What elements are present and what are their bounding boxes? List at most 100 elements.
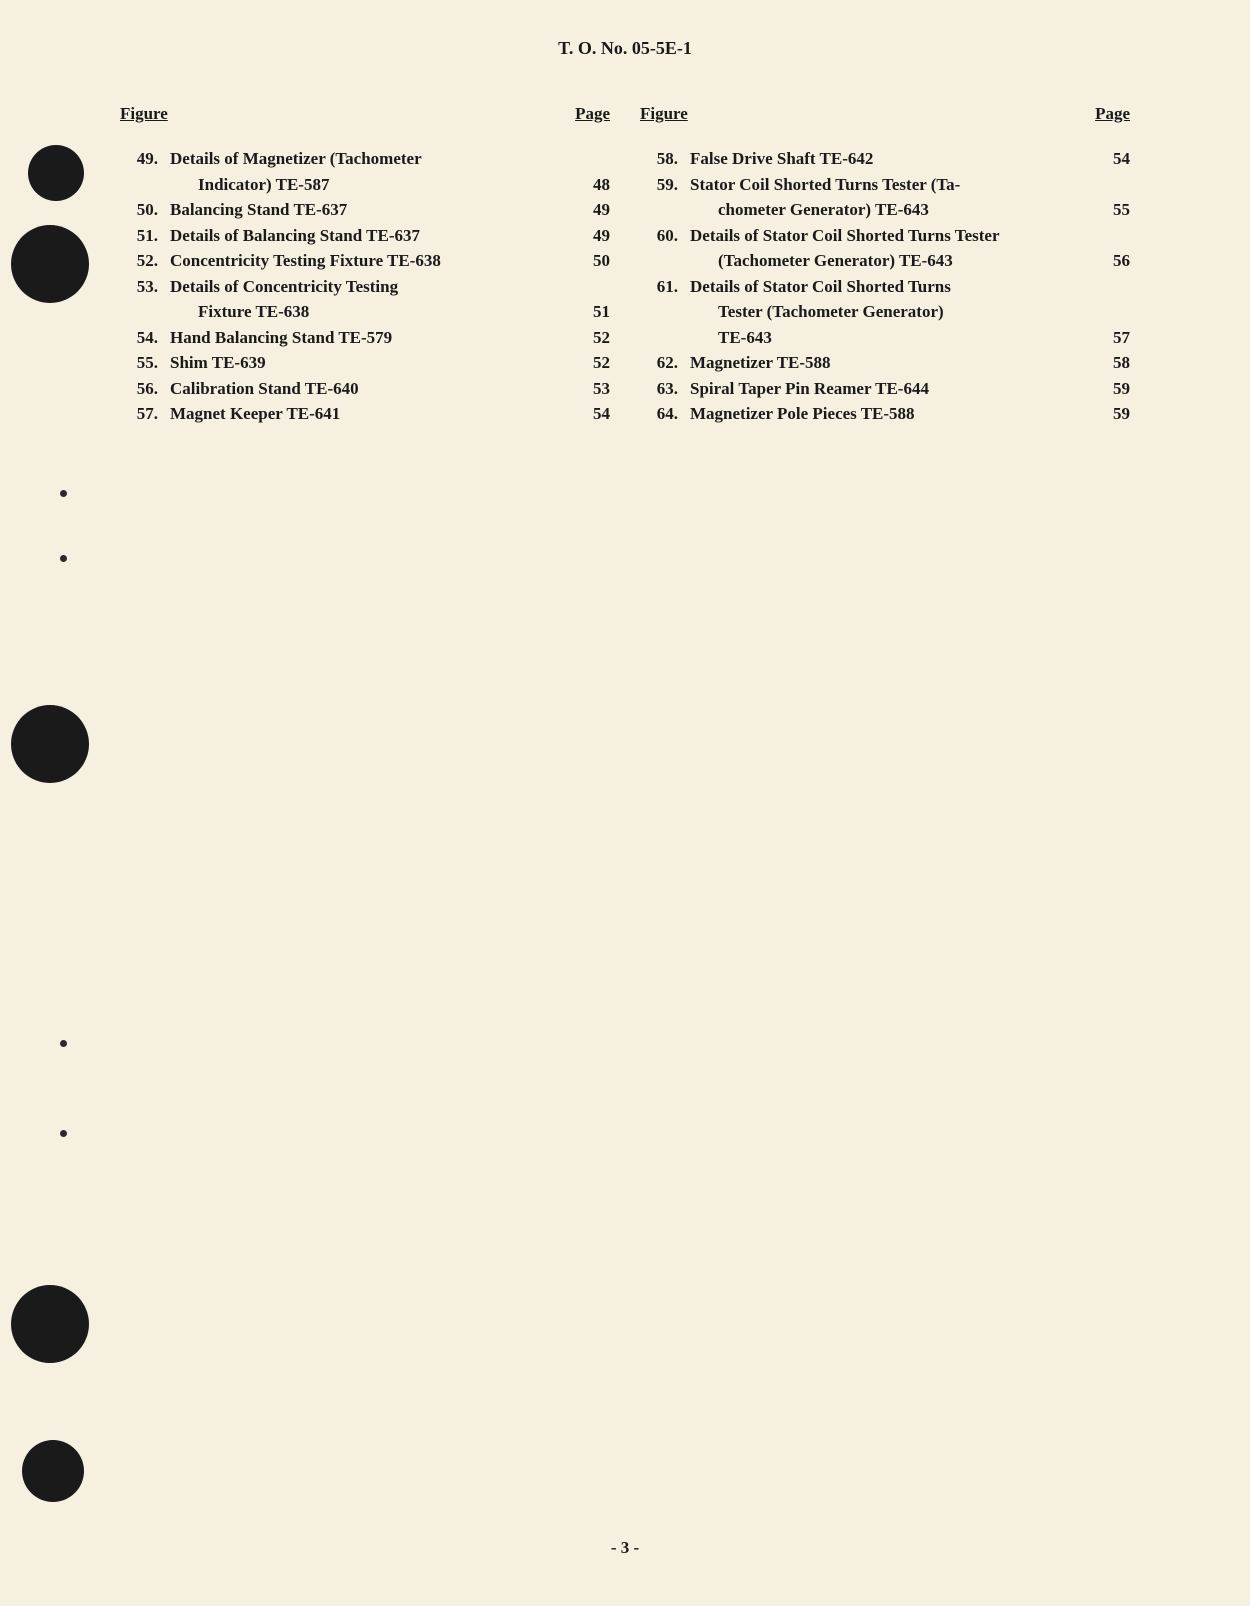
entry-number: 49. [120, 146, 170, 172]
entry-number: 50. [120, 197, 170, 223]
entry-title: TE-643 [690, 325, 1090, 351]
entry-page: 58 [1090, 350, 1130, 376]
left-column: Figure Page 49.Details of Magnetizer (Ta… [120, 104, 610, 427]
entry-page: 52 [570, 350, 610, 376]
entry-number: 51. [120, 223, 170, 249]
entry-page: 56 [1090, 248, 1130, 274]
right-column-headers: Figure Page [640, 104, 1130, 124]
entry-number: 56. [120, 376, 170, 402]
punch-hole-icon [11, 705, 89, 783]
figure-entry: 59.Stator Coil Shorted Turns Tester (Ta- [640, 172, 1130, 198]
entry-page [1090, 223, 1130, 249]
figure-entry: 61.Details of Stator Coil Shorted Turns [640, 274, 1130, 300]
figure-entry: 51.Details of Balancing Stand TE-63749 [120, 223, 610, 249]
document-header: T. O. No. 05-5E-1 [120, 38, 1130, 59]
page-header: Page [1095, 104, 1130, 124]
entry-title: Details of Stator Coil Shorted Turns [690, 274, 1090, 300]
entry-number: 55. [120, 350, 170, 376]
entry-number: 61. [640, 274, 690, 300]
figure-entry: 54.Hand Balancing Stand TE-57952 [120, 325, 610, 351]
entry-page [1090, 299, 1130, 325]
entry-number [640, 325, 690, 351]
entry-page: 55 [1090, 197, 1130, 223]
entry-number: 60. [640, 223, 690, 249]
entry-page: 50 [570, 248, 610, 274]
artifact-dot-icon [60, 1040, 67, 1047]
figure-entry: 62.Magnetizer TE-58858 [640, 350, 1130, 376]
entry-page: 59 [1090, 376, 1130, 402]
entry-page: 59 [1090, 401, 1130, 427]
entry-page: 49 [570, 197, 610, 223]
content-columns: Figure Page 49.Details of Magnetizer (Ta… [120, 104, 1130, 427]
figure-entry: Fixture TE-63851 [120, 299, 610, 325]
entry-number: 58. [640, 146, 690, 172]
figure-entry: 56.Calibration Stand TE-64053 [120, 376, 610, 402]
entry-number [640, 197, 690, 223]
entry-number: 64. [640, 401, 690, 427]
figure-entry: 58.False Drive Shaft TE-64254 [640, 146, 1130, 172]
artifact-dot-icon [60, 490, 67, 497]
figure-entry: Indicator) TE-58748 [120, 172, 610, 198]
entry-title: Calibration Stand TE-640 [170, 376, 570, 402]
entry-title: Magnet Keeper TE-641 [170, 401, 570, 427]
entry-page: 52 [570, 325, 610, 351]
entry-title: Stator Coil Shorted Turns Tester (Ta- [690, 172, 1090, 198]
entry-title: Balancing Stand TE-637 [170, 197, 570, 223]
entry-number: 53. [120, 274, 170, 300]
figure-entry: 53.Details of Concentricity Testing [120, 274, 610, 300]
entry-number: 54. [120, 325, 170, 351]
entry-title: Fixture TE-638 [170, 299, 570, 325]
figure-entry: Tester (Tachometer Generator) [640, 299, 1130, 325]
entry-title: Magnetizer Pole Pieces TE-588 [690, 401, 1090, 427]
artifact-dot-icon [60, 1130, 67, 1137]
artifact-dot-icon [60, 555, 67, 562]
figure-entry: 57.Magnet Keeper TE-64154 [120, 401, 610, 427]
entry-title: Magnetizer TE-588 [690, 350, 1090, 376]
punch-hole-icon [11, 225, 89, 303]
entry-title: Spiral Taper Pin Reamer TE-644 [690, 376, 1090, 402]
right-entries-list: 58.False Drive Shaft TE-6425459.Stator C… [640, 146, 1130, 427]
entry-title: (Tachometer Generator) TE-643 [690, 248, 1090, 274]
punch-hole-icon [22, 1440, 84, 1502]
entry-page: 51 [570, 299, 610, 325]
entry-title: Details of Magnetizer (Tachometer [170, 146, 570, 172]
entry-page [570, 146, 610, 172]
figure-header: Figure [640, 104, 688, 124]
entry-page: 49 [570, 223, 610, 249]
entry-title: Indicator) TE-587 [170, 172, 570, 198]
document-page: T. O. No. 05-5E-1 Figure Page 49.Details… [0, 0, 1250, 1606]
entry-page: 53 [570, 376, 610, 402]
entry-title: Details of Concentricity Testing [170, 274, 570, 300]
figure-entry: 50.Balancing Stand TE-63749 [120, 197, 610, 223]
entry-page [1090, 274, 1130, 300]
figure-entry: 63.Spiral Taper Pin Reamer TE-64459 [640, 376, 1130, 402]
entry-title: chometer Generator) TE-643 [690, 197, 1090, 223]
figure-entry: 64.Magnetizer Pole Pieces TE-58859 [640, 401, 1130, 427]
right-column: Figure Page 58.False Drive Shaft TE-6425… [640, 104, 1130, 427]
entry-number: 62. [640, 350, 690, 376]
entry-page [1090, 172, 1130, 198]
entry-title: Details of Balancing Stand TE-637 [170, 223, 570, 249]
entry-title: Concentricity Testing Fixture TE-638 [170, 248, 570, 274]
entry-page: 48 [570, 172, 610, 198]
entry-title: Details of Stator Coil Shorted Turns Tes… [690, 223, 1090, 249]
entry-number: 63. [640, 376, 690, 402]
entry-title: Tester (Tachometer Generator) [690, 299, 1090, 325]
figure-entry: 60.Details of Stator Coil Shorted Turns … [640, 223, 1130, 249]
punch-hole-icon [28, 145, 84, 201]
left-entries-list: 49.Details of Magnetizer (TachometerIndi… [120, 146, 610, 427]
entry-page: 57 [1090, 325, 1130, 351]
entry-number: 52. [120, 248, 170, 274]
entry-page [570, 274, 610, 300]
figure-entry: chometer Generator) TE-64355 [640, 197, 1130, 223]
punch-hole-icon [11, 1285, 89, 1363]
entry-number [120, 299, 170, 325]
entry-number [120, 172, 170, 198]
entry-title: False Drive Shaft TE-642 [690, 146, 1090, 172]
page-number: - 3 - [0, 1538, 1250, 1558]
figure-entry: (Tachometer Generator) TE-64356 [640, 248, 1130, 274]
figure-entry: 55.Shim TE-63952 [120, 350, 610, 376]
entry-page: 54 [570, 401, 610, 427]
entry-title: Shim TE-639 [170, 350, 570, 376]
entry-number: 59. [640, 172, 690, 198]
